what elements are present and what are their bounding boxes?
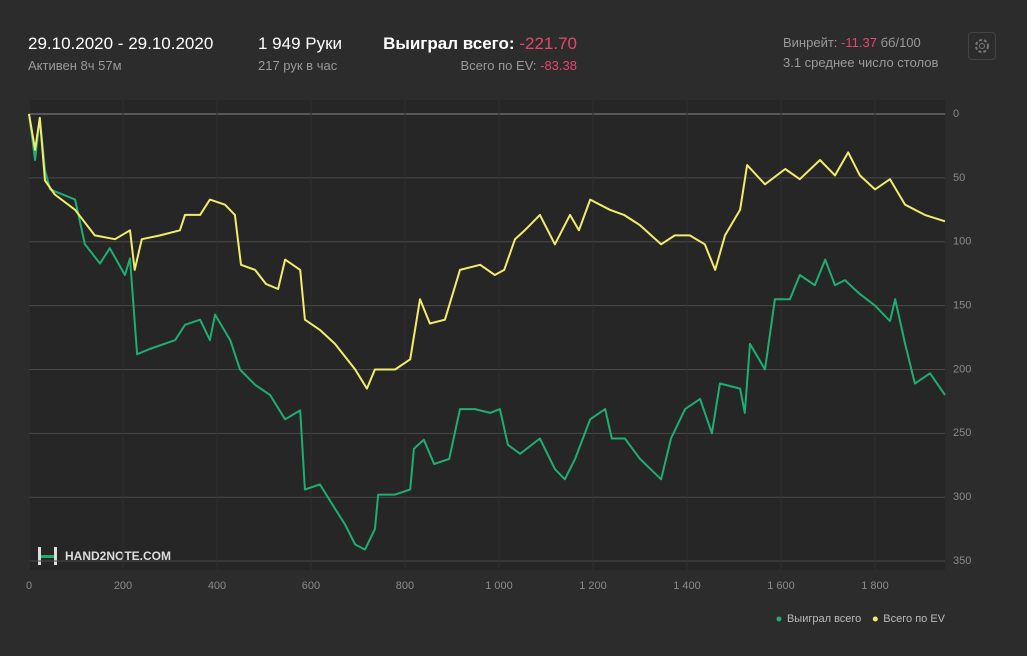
y-tick-label: 50 [953, 172, 965, 184]
x-tick-label: 800 [396, 580, 414, 592]
ev-label: Всего по EV: [460, 58, 537, 73]
legend-marker [872, 616, 878, 622]
x-tick-label: 1 000 [485, 580, 513, 592]
x-tick-label: 0 [26, 580, 32, 592]
winrate: Винрейт: -11.37 бб/100 [783, 35, 921, 50]
x-tick-label: 200 [114, 580, 132, 592]
date-range: 29.10.2020 - 29.10.2020 [28, 34, 214, 53]
x-tick-label: 1 800 [861, 580, 889, 592]
y-tick-label: 300 [953, 491, 971, 503]
x-tick-label: 600 [302, 580, 320, 592]
line [28, 113, 946, 390]
settings-icon [975, 39, 989, 53]
hands: 1 949 Руки [258, 34, 343, 53]
won-label: Выиграл всего: -221.70 [383, 34, 577, 54]
x-tick-label: 1 200 [579, 580, 607, 592]
ev-value: -83.38 [540, 58, 577, 73]
x-tick-label: 400 [208, 580, 226, 592]
y-tick-label: 150 [953, 300, 971, 312]
y-tick-label: 0 [953, 108, 959, 120]
y-tick-label: 100 [953, 236, 971, 248]
winrate-label: Винрейт: [783, 35, 838, 50]
ev-line: Всего по EV: -83.38 [460, 58, 577, 73]
line [28, 113, 946, 551]
hands-per-hour: 217 рук в час [258, 58, 338, 73]
legend-label: Всего по EV [883, 613, 945, 625]
logo-text: HAND2NOTE.COM [65, 549, 171, 563]
winrate-value: -11.37 [841, 35, 877, 50]
y-tick-label: 200 [953, 363, 971, 375]
x-tick-label: 1 400 [673, 580, 701, 592]
tables: 3.1 среднее число столов [783, 55, 939, 70]
legend-label: Выиграл всего [787, 613, 861, 625]
y-tick-label: 250 [953, 427, 971, 439]
won-label-text: Выиграл всего: [383, 34, 515, 53]
active-time: Активен 8ч 57м [28, 58, 122, 73]
y-tick-label: 350 [953, 555, 971, 567]
winrate-unit: бб/100 [880, 35, 921, 50]
settings-button[interactable] [968, 32, 996, 60]
logo: HAND2NOTE.COM [38, 547, 171, 565]
legend-marker [776, 616, 782, 622]
won-value: -221.70 [519, 34, 577, 53]
x-tick-label: 1 600 [767, 580, 795, 592]
